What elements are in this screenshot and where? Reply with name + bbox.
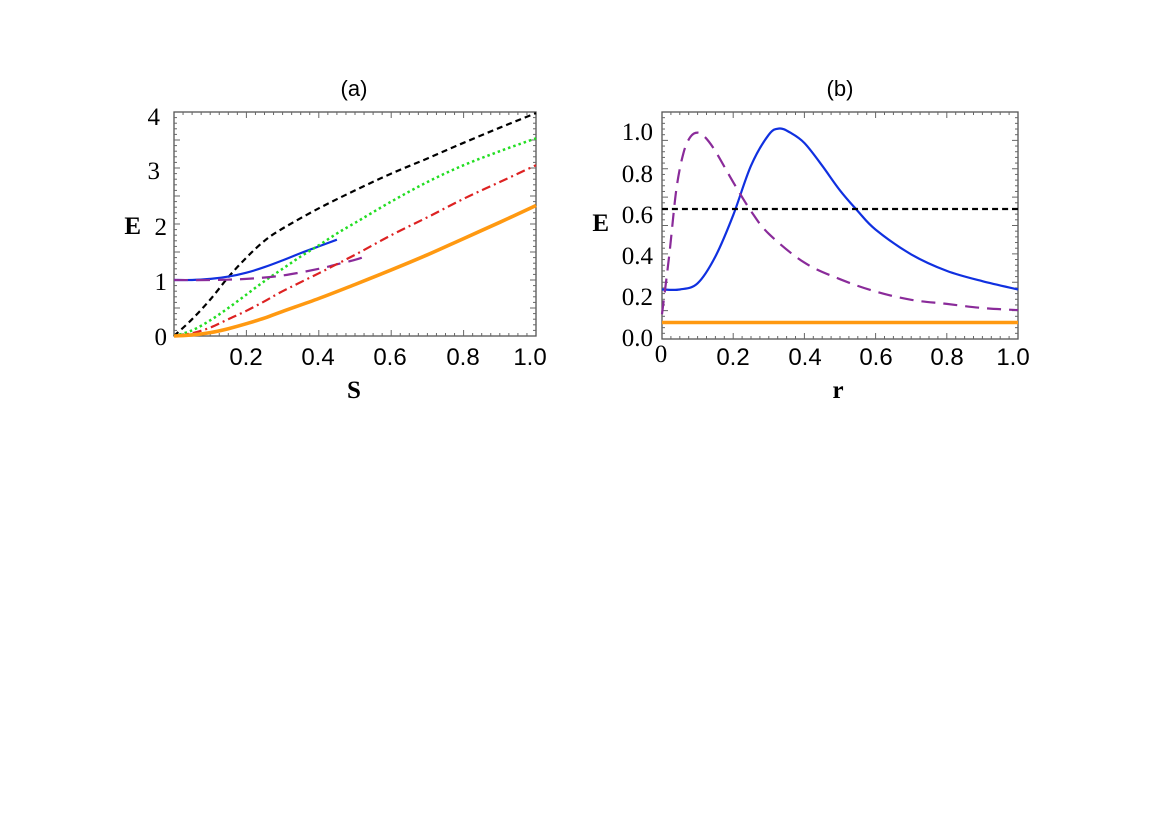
panel-b-ytick-label: 0.2 (622, 284, 653, 311)
panel-b-ytick-label: 0.0 (622, 325, 653, 352)
panel-b-xtick-label: 0.4 (788, 344, 821, 371)
panel-a-ytick-label: 0 (155, 324, 168, 351)
panel-b-ytick-label: 1.0 (622, 119, 653, 146)
panel-a-series (173, 112, 537, 338)
panel-b-ytick-label: 0.8 (622, 161, 653, 188)
panel-a-xtick-label: 1.0 (513, 344, 546, 371)
series-green-dotted-line (173, 137, 537, 338)
panel-a-ytick-label: 2 (155, 214, 168, 241)
panel-a-title: (a) (341, 76, 368, 101)
panel-b-xtick-label: 0.6 (859, 344, 892, 371)
series-blue-solid-line (661, 127, 1019, 292)
panel-a-xtick-label: 0.4 (301, 344, 334, 371)
panel-b-xlabel: r (832, 377, 843, 404)
panel-b-ytick-label: 0.4 (622, 243, 654, 270)
series-black-dashed-line (173, 112, 537, 337)
panel-b-xtick-label: 0.2 (716, 344, 749, 371)
panel-a-xtick-label: 0.8 (446, 344, 479, 371)
panel-b-xtick-label: 0 (655, 341, 668, 368)
panel-a-ytick-label: 3 (148, 158, 161, 185)
panel-b-ytick-label: 0.6 (622, 202, 653, 229)
series-orange-solid-line (173, 203, 537, 338)
series-purple-dashed-line (660, 131, 1019, 315)
panel-b-title: (b) (827, 76, 854, 101)
panel-a: (a) 4 3 2 1 0 E 0.2 0.4 0.6 0.8 1.0 S (124, 76, 546, 404)
panel-b-xtick-label: 0.8 (930, 344, 963, 371)
panel-b-ylabel: E (592, 210, 609, 237)
panel-a-ytick-label: 1 (155, 269, 168, 296)
panel-a-ticks (174, 112, 536, 336)
panel-b-xtick-label: 1.0 (996, 344, 1029, 371)
panel-a-xtick-label: 0.6 (373, 344, 406, 371)
panel-a-xlabel: S (347, 377, 361, 404)
panel-b-series (660, 127, 1019, 325)
panel-a-xtick-label: 0.2 (229, 344, 262, 371)
series-purple-dashed-line (173, 256, 363, 282)
panel-b: (b) 1.0 0.8 0.6 0.4 0.2 0.0 E 0 0.2 0.4 … (592, 76, 1029, 404)
panel-a-ytick-label: 4 (148, 104, 161, 131)
series-red-dashdot-line (173, 164, 537, 338)
panel-a-ylabel: E (124, 213, 141, 240)
